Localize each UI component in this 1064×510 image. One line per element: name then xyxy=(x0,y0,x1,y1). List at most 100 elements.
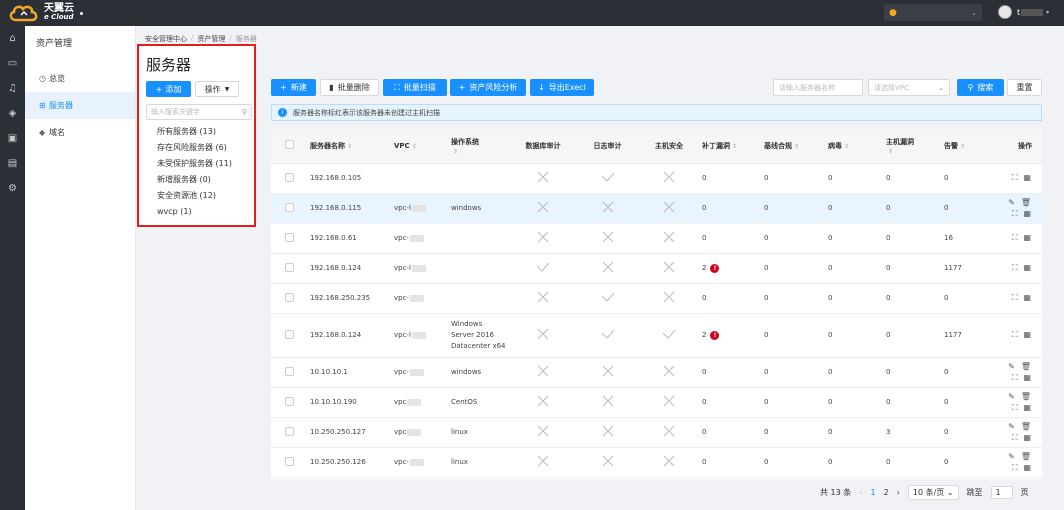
group-item-wvcp[interactable]: wvcp (1) xyxy=(157,207,192,216)
report-icon[interactable]: ▦ xyxy=(1023,173,1031,182)
server-name[interactable]: 192.168.0.105 xyxy=(307,163,391,194)
col-virus[interactable]: 病毒 ⇕ xyxy=(825,129,883,164)
server-name[interactable]: 192.168.0.124 xyxy=(307,313,391,358)
cloud-icon[interactable]: ▭ xyxy=(7,58,18,69)
table-row[interactable]: 192.168.0.124 vpc-l Windows Server 2016 Da… xyxy=(271,313,1042,358)
scan-icon[interactable]: ⛶ xyxy=(1011,208,1018,218)
row-checkbox[interactable] xyxy=(284,456,294,466)
scan-icon[interactable]: ⛶ xyxy=(1011,402,1018,412)
page-2[interactable]: 2 xyxy=(883,488,889,497)
page-1[interactable]: 1 xyxy=(870,488,876,497)
region-select[interactable]: ● ⌄ xyxy=(884,4,982,21)
delete-icon[interactable]: 🗑 xyxy=(1020,421,1031,431)
select-all-checkbox[interactable] xyxy=(284,140,294,150)
col-patch-vuln[interactable]: 补丁漏洞 ⇕ xyxy=(699,129,761,164)
group-operation-dropdown[interactable]: 操作 ▼ xyxy=(195,81,239,97)
batch-scan-button[interactable]: ⛶ 批量扫描 xyxy=(383,79,447,96)
home-icon[interactable]: ⌂ xyxy=(9,33,16,44)
scan-icon[interactable]: ⛶ xyxy=(1011,293,1018,302)
server-name-search-input[interactable]: 请输入服务器名称 xyxy=(773,79,863,96)
table-row[interactable]: 192.168.250.235 vpc- 0 0 0 0 0 ⛶ ▦ xyxy=(271,283,1042,314)
table-row[interactable]: 192.168.0.61 vpc- 0 0 0 0 16 ⛶ ▦ xyxy=(271,223,1042,254)
group-item-new[interactable]: 新增服务器 (0) xyxy=(157,175,211,184)
edit-icon[interactable]: ✎ xyxy=(1008,197,1015,207)
report-icon[interactable]: ▦ xyxy=(1023,432,1031,442)
row-checkbox[interactable] xyxy=(284,366,294,376)
delete-icon[interactable]: 🗑 xyxy=(1020,391,1031,401)
scan-icon[interactable]: ⛶ xyxy=(1011,233,1018,242)
server-name[interactable]: 192.168.0.124 xyxy=(307,253,391,284)
group-item-risk[interactable]: 存在风险服务器 (6) xyxy=(157,143,227,152)
group-item-pool[interactable]: 安全资源池 (12) xyxy=(157,191,216,200)
report-icon[interactable]: ▦ xyxy=(1023,263,1031,272)
vpc-select[interactable]: 请选择VPC ⌄ xyxy=(868,79,950,96)
server-name[interactable]: 10.250.250.127 xyxy=(307,417,391,448)
export-button[interactable]: ↓ 导出Execl xyxy=(530,79,594,96)
report-icon[interactable]: ▦ xyxy=(1023,330,1031,339)
report-icon[interactable]: ▦ xyxy=(1023,462,1031,472)
server-name[interactable]: 192.168.0.115 xyxy=(307,193,391,224)
table-row[interactable]: 192.168.0.115 vpc-l windows 0 0 0 0 0 ✎ 🗑 ⛶ ▦ xyxy=(271,193,1042,224)
risk-analysis-button[interactable]: + 资产风险分析 xyxy=(450,79,526,96)
delete-icon[interactable]: 🗑 xyxy=(1020,361,1031,371)
layers-icon[interactable]: ◈ xyxy=(8,108,17,119)
server-name[interactable]: 10.250.250.126 xyxy=(307,447,391,478)
report-icon[interactable]: ▦ xyxy=(1023,372,1031,382)
next-page-icon[interactable]: › xyxy=(896,488,900,497)
delete-icon[interactable]: 🗑 xyxy=(1020,451,1031,461)
col-vpc[interactable]: VPC ⇕ xyxy=(391,129,448,164)
server-name[interactable]: 192.168.250.235 xyxy=(307,283,391,314)
row-checkbox[interactable] xyxy=(284,396,294,406)
table-row[interactable]: 192.168.0.105 0 0 0 0 0 ⛶ ▦ xyxy=(271,163,1042,194)
report-icon[interactable]: ▦ xyxy=(1023,208,1031,218)
reset-button[interactable]: 重置 xyxy=(1007,79,1042,96)
page-size-select[interactable]: 10 条/页 ⌄ xyxy=(907,485,959,500)
scan-icon[interactable]: ⛶ xyxy=(1011,372,1018,382)
row-checkbox[interactable] xyxy=(284,262,294,272)
bell-icon[interactable]: ♫ xyxy=(8,83,17,94)
edit-icon[interactable]: ✎ xyxy=(1008,451,1015,461)
edit-icon[interactable]: ✎ xyxy=(1008,361,1015,371)
table-row[interactable]: 10.250.250.127 vpc linux 0 0 0 3 0 ✎ 🗑 ⛶ ▦ xyxy=(271,417,1042,448)
row-checkbox[interactable] xyxy=(284,202,294,212)
goto-page-input[interactable]: 1 xyxy=(990,486,1013,499)
prev-page-icon[interactable]: ‹ xyxy=(859,488,863,497)
monitor-icon[interactable]: ▣ xyxy=(7,133,18,144)
subnav-item-servers[interactable]: ⊞ 服务器 xyxy=(25,92,135,119)
table-row[interactable]: 10.10.10.1 vpc-windows 0 0 0 0 0 ✎ 🗑 ⛶ ▦ xyxy=(271,357,1042,388)
database-icon[interactable]: ▤ xyxy=(7,158,18,169)
report-icon[interactable]: ▦ xyxy=(1023,402,1031,412)
scan-icon[interactable]: ⛶ xyxy=(1011,462,1018,472)
user-menu[interactable]: t ▾ xyxy=(998,5,1049,19)
server-name[interactable]: 192.168.0.61 xyxy=(307,223,391,254)
col-server-name[interactable]: 服务器名称 ⇕ xyxy=(307,129,391,164)
group-item-unprotected[interactable]: 未受保护服务器 (11) xyxy=(157,159,232,168)
breadcrumb-item[interactable]: 安全管理中心 xyxy=(145,35,187,43)
row-checkbox[interactable] xyxy=(284,329,294,339)
scan-icon[interactable]: ⛶ xyxy=(1011,263,1018,272)
table-row[interactable]: 192.168.0.124 vpc-l 2! 0 0 0 1177 ⛶ ▦ xyxy=(271,253,1042,284)
row-checkbox[interactable] xyxy=(284,172,294,182)
row-checkbox[interactable] xyxy=(284,232,294,242)
breadcrumb-item[interactable]: 资产管理 xyxy=(197,35,226,43)
subnav-item-overview[interactable]: ◷ 总览 xyxy=(25,65,135,92)
row-checkbox[interactable] xyxy=(284,292,294,302)
delete-icon[interactable]: 🗑 xyxy=(1020,197,1031,207)
server-name[interactable]: 10.10.10.190 xyxy=(307,387,391,418)
subnav-item-domains[interactable]: ◆ 域名 xyxy=(25,119,135,146)
search-button[interactable]: ⚲ 搜索 xyxy=(957,79,1004,96)
new-server-button[interactable]: + 新建 xyxy=(271,79,316,96)
col-os[interactable]: 操作系统 ⇕ xyxy=(448,129,510,164)
edit-icon[interactable]: ✎ xyxy=(1008,391,1015,401)
scan-icon[interactable]: ⛶ xyxy=(1011,173,1018,182)
add-group-button[interactable]: + 添加 xyxy=(146,81,191,97)
group-item-all[interactable]: 所有服务器 (13) xyxy=(157,127,216,136)
gear-icon[interactable]: ⚙ xyxy=(8,183,17,194)
logo[interactable]: 天翼云 e Cloud xyxy=(8,4,83,22)
server-name[interactable]: 10.10.10.1 xyxy=(307,357,391,388)
scan-icon[interactable]: ⛶ xyxy=(1011,330,1018,339)
row-checkbox[interactable] xyxy=(284,426,294,436)
report-icon[interactable]: ▦ xyxy=(1023,233,1031,242)
scan-icon[interactable]: ⛶ xyxy=(1011,432,1018,442)
table-row[interactable]: 10.250.250.126 vpc-linux 0 0 0 0 0 ✎ 🗑 ⛶ ▦ xyxy=(271,447,1042,478)
